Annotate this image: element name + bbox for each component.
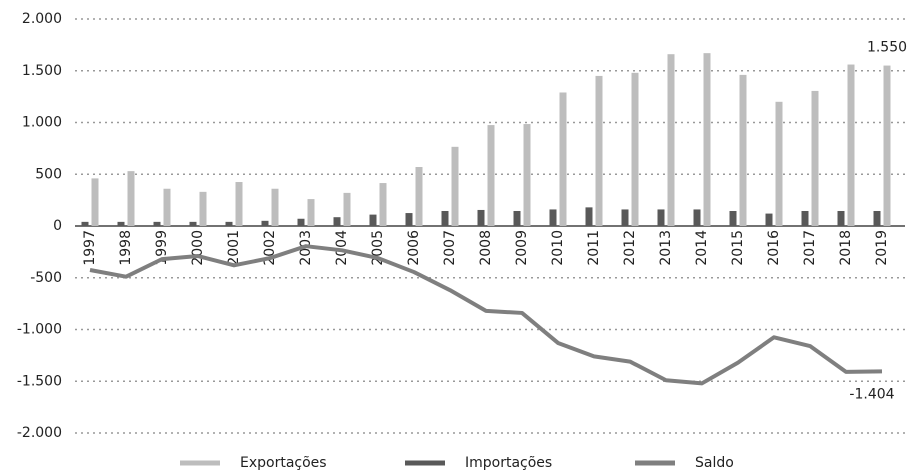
x-tick-label: 2016	[766, 230, 782, 266]
y-tick-label: 500	[35, 166, 62, 182]
bar	[91, 178, 99, 226]
bar	[415, 167, 423, 226]
bar	[559, 92, 567, 226]
y-tick-label: -500	[30, 270, 62, 286]
bar	[739, 74, 747, 226]
y-tick-label: -1.000	[17, 322, 62, 338]
x-tick-label: 2008	[478, 230, 494, 266]
bar	[117, 221, 125, 226]
legend-label: Saldo	[695, 455, 734, 471]
bar	[847, 64, 855, 226]
x-tick-label: 2013	[658, 230, 674, 266]
bar	[307, 199, 315, 226]
x-tick-label: 2014	[694, 230, 710, 266]
bar	[703, 53, 711, 226]
bar	[271, 188, 279, 226]
legend-label: Importações	[465, 455, 552, 471]
bar	[693, 209, 701, 226]
legend-label: Exportações	[240, 455, 327, 471]
bar	[487, 125, 495, 226]
x-tick-label: 2004	[334, 230, 350, 266]
value-label: -1.404	[849, 386, 894, 402]
x-tick-label: 2019	[874, 230, 890, 266]
x-tick-label: 2017	[802, 230, 818, 266]
bar	[225, 221, 233, 226]
bar	[189, 221, 197, 226]
bar	[343, 192, 351, 226]
bar	[451, 146, 459, 226]
x-tick-label: 1999	[154, 230, 170, 266]
bar	[261, 220, 269, 226]
bar	[163, 188, 171, 226]
bar	[631, 72, 639, 226]
bar	[81, 221, 89, 226]
bar	[775, 101, 783, 226]
bar	[153, 221, 161, 226]
x-tick-label: 2000	[190, 230, 206, 266]
bar	[369, 214, 377, 226]
x-tick-label: 2011	[586, 230, 602, 266]
bar	[127, 171, 135, 226]
x-tick-label: 2010	[550, 230, 566, 266]
x-tick-label: 2018	[838, 230, 854, 266]
bar	[477, 209, 485, 226]
bar	[523, 124, 531, 226]
y-tick-label: 1.000	[22, 115, 62, 131]
x-tick-label: 1998	[118, 230, 134, 266]
bar	[235, 182, 243, 226]
x-tick-label: 1997	[82, 230, 98, 266]
x-tick-label: 2015	[730, 230, 746, 266]
value-label: 1.550	[867, 40, 907, 56]
bar	[667, 54, 675, 226]
x-tick-label: 2009	[514, 230, 530, 266]
x-tick-label: 2006	[406, 230, 422, 266]
y-tick-label: 1.500	[22, 63, 62, 79]
bar	[729, 210, 737, 226]
bar	[441, 210, 449, 226]
bar	[379, 183, 387, 226]
bar	[837, 210, 845, 226]
bar	[801, 210, 809, 226]
line	[89, 244, 883, 386]
y-tick-label: -2.000	[17, 425, 62, 441]
x-tick-label: 2012	[622, 230, 638, 266]
bar	[405, 213, 413, 226]
bar	[621, 209, 629, 226]
bar	[199, 191, 207, 226]
bar	[333, 217, 341, 226]
y-tick-label: 0	[53, 218, 62, 234]
bar	[585, 207, 593, 226]
bar	[657, 209, 665, 226]
bar	[513, 210, 521, 226]
bar	[297, 218, 305, 226]
x-tick-label: 2007	[442, 230, 458, 266]
y-tick-label: -1.500	[17, 373, 62, 389]
x-tick-label: 2001	[226, 230, 242, 266]
bar	[765, 213, 773, 226]
bar	[873, 210, 881, 226]
bar	[595, 75, 603, 226]
bar	[549, 209, 557, 226]
bar	[883, 65, 891, 226]
y-tick-label: 2.000	[22, 11, 62, 27]
bar	[811, 90, 819, 227]
